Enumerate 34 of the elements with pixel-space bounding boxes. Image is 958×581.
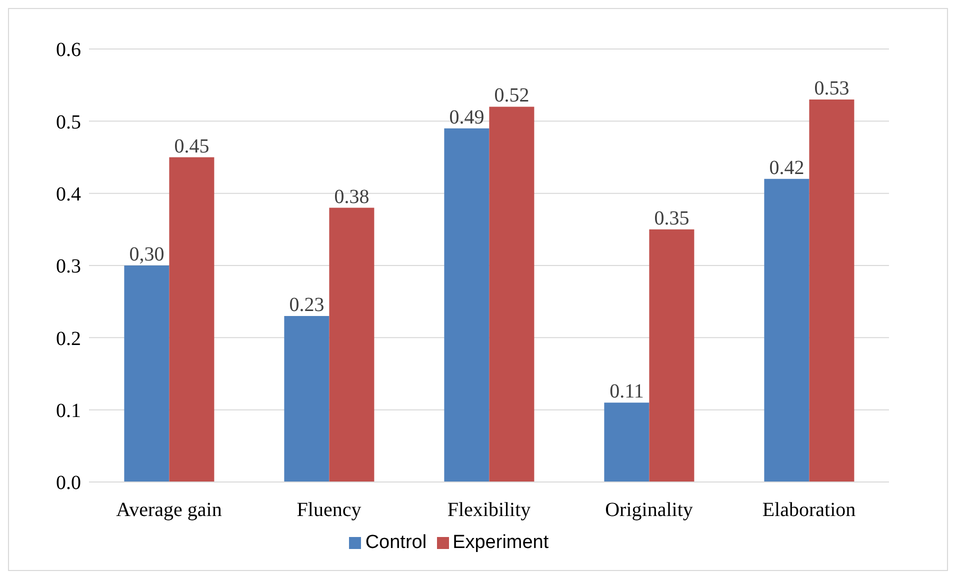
y-tick-label: 0.3 xyxy=(56,256,81,278)
bar xyxy=(764,178,810,482)
bar xyxy=(284,316,330,482)
bar xyxy=(604,402,650,482)
bar xyxy=(124,266,170,482)
y-tick-label: 0.6 xyxy=(56,39,81,62)
data-label: 0.52 xyxy=(494,84,530,107)
bar xyxy=(169,157,214,482)
data-label: 0.42 xyxy=(769,156,804,179)
legend-label: Experiment xyxy=(452,532,549,553)
data-label: 0.45 xyxy=(174,135,210,158)
legend-label: Control xyxy=(365,532,427,553)
bar xyxy=(329,208,374,482)
x-tick-label: Originality xyxy=(605,499,693,522)
x-tick-label: Flexibility xyxy=(447,499,531,522)
data-label: 0.53 xyxy=(814,78,850,100)
y-tick-label: 0.4 xyxy=(56,183,81,206)
y-tick-label: 0.5 xyxy=(56,111,81,134)
data-label: 0.11 xyxy=(610,380,644,403)
data-label: 0.38 xyxy=(334,186,370,208)
data-label: 0.49 xyxy=(449,106,484,128)
x-tick-label: Average gain xyxy=(116,499,222,522)
bar xyxy=(649,229,694,482)
y-tick-label: 0.2 xyxy=(56,328,81,350)
bar xyxy=(444,128,490,482)
bar xyxy=(809,100,854,482)
x-tick-label: Fluency xyxy=(296,499,362,522)
data-label: 0.35 xyxy=(654,207,690,230)
data-label: 0,30 xyxy=(129,244,164,266)
data-label: 0.23 xyxy=(289,294,324,316)
bar xyxy=(489,106,534,482)
y-tick-label: 0.1 xyxy=(56,400,81,422)
y-tick-label: 0.0 xyxy=(56,472,81,494)
x-tick-label: Elaboration xyxy=(762,499,856,522)
